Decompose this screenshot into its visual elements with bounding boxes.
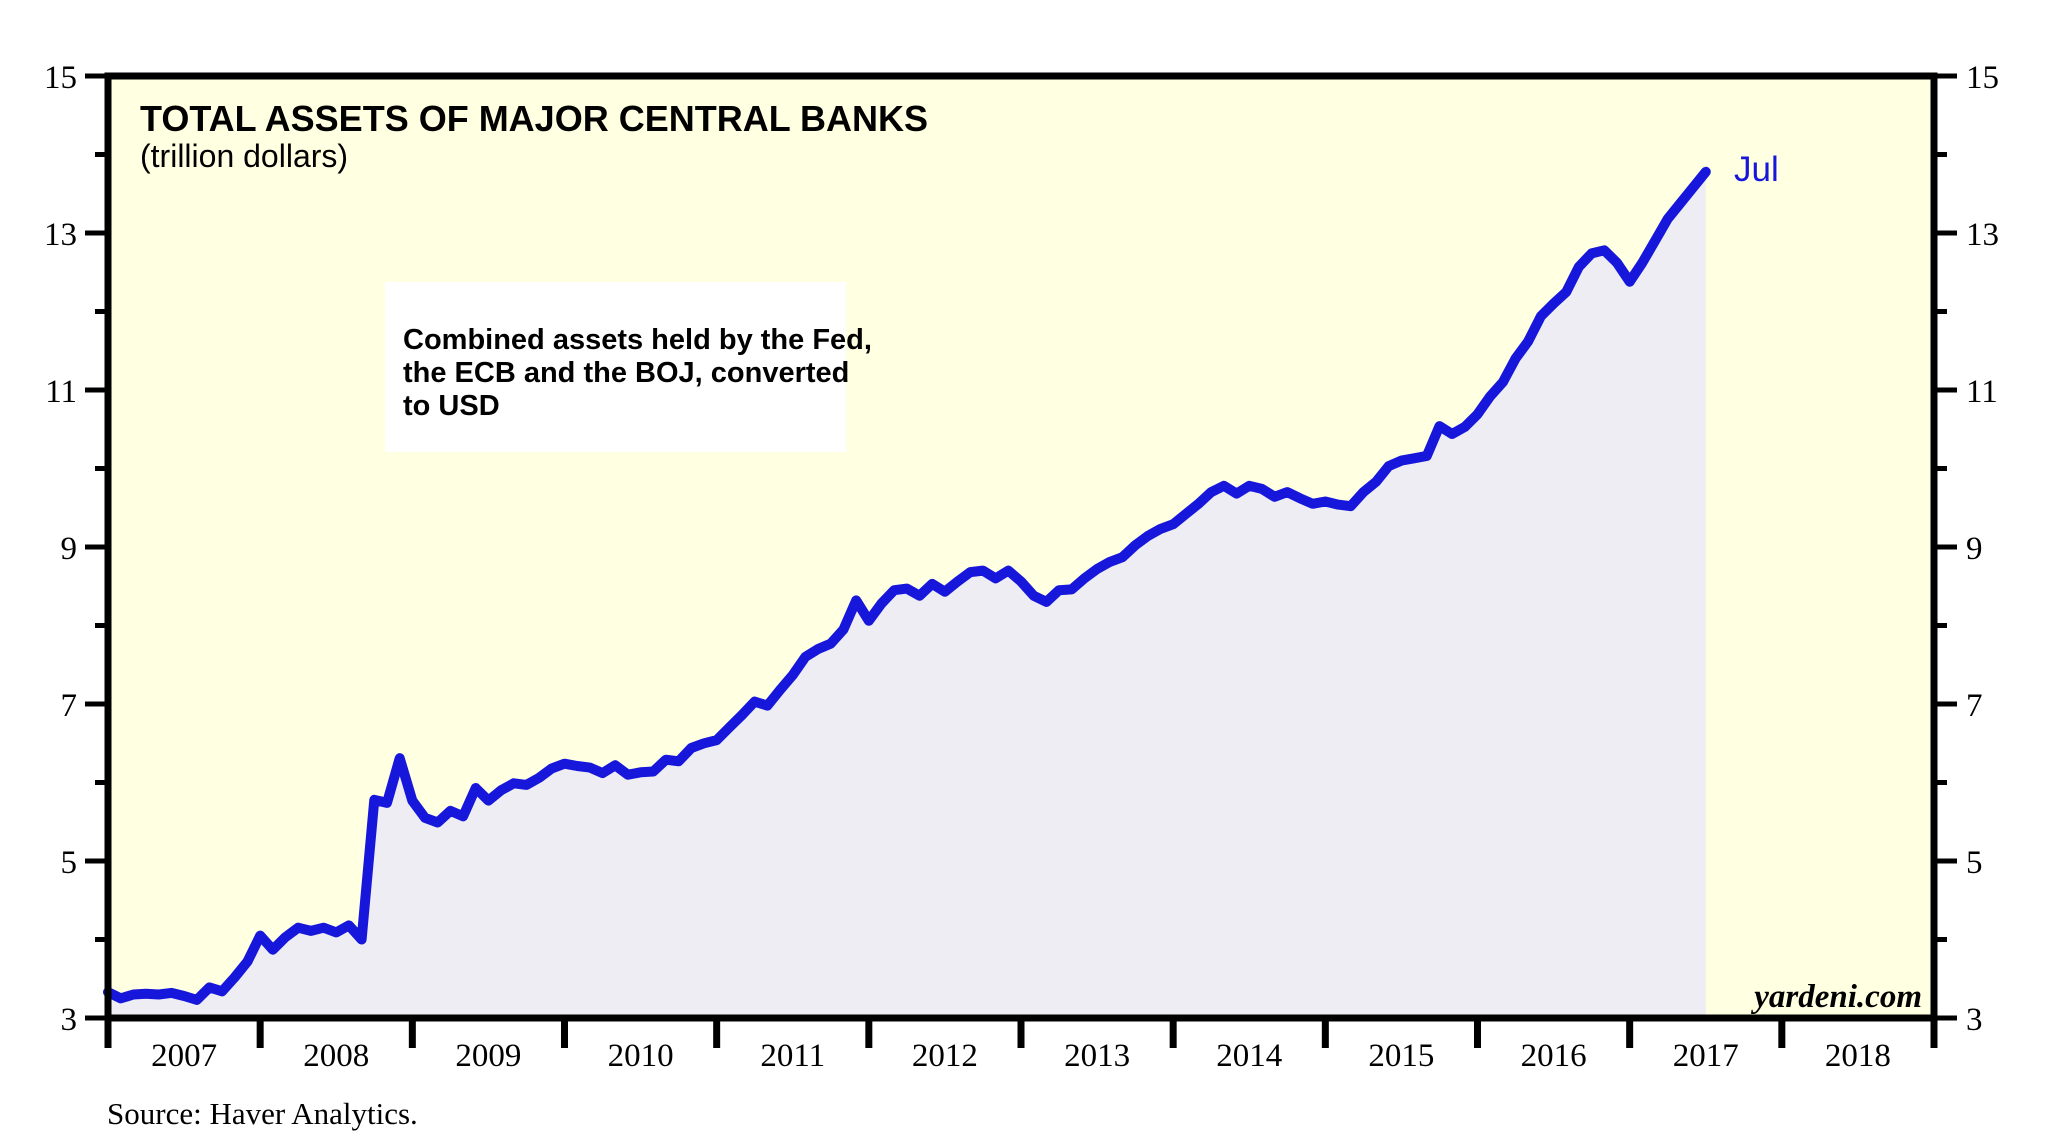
x-axis-year-label: 2015	[1368, 1038, 1434, 1074]
annotation-line: to USD	[403, 390, 500, 422]
y-axis-label-left: 7	[61, 688, 78, 724]
y-axis-label-left: 13	[44, 217, 77, 253]
annotation-box: Combined assets held by the Fed, the ECB…	[385, 282, 872, 452]
y-axis-label-left: 15	[44, 60, 77, 96]
y-axis-label-left: 5	[61, 845, 78, 881]
x-axis-year-label: 2016	[1521, 1038, 1587, 1074]
y-axis-label-right: 7	[1966, 688, 1983, 724]
y-axis-label-right: 15	[1966, 60, 1999, 96]
watermark: yardeni.com	[1754, 979, 1922, 1015]
x-axis-year-label: 2017	[1673, 1038, 1739, 1074]
y-axis-label-left: 11	[45, 374, 77, 410]
chart-subtitle: (trillion dollars)	[140, 138, 349, 174]
last-point-month-label: Jul	[1734, 150, 1779, 189]
y-axis-label-left: 3	[61, 1002, 78, 1038]
data-line	[103, 166, 1711, 1005]
y-axis-label-right: 5	[1966, 845, 1983, 881]
y-axis-label-right: 11	[1966, 374, 1998, 410]
x-axis-year-label: 2008	[303, 1038, 369, 1074]
x-axis-year-label: 2013	[1064, 1038, 1130, 1074]
x-axis-year-label: 2007	[151, 1038, 217, 1074]
x-axis-year-label: 2018	[1825, 1038, 1891, 1074]
y-axis-label-right: 9	[1966, 531, 1983, 567]
x-axis-year-label: 2011	[760, 1038, 825, 1074]
x-axis-year-label: 2010	[608, 1038, 674, 1074]
annotation-line: Combined assets held by the Fed,	[403, 324, 872, 356]
y-axis-label-left: 9	[61, 531, 78, 567]
annotation-line: the ECB and the BOJ, converted	[403, 357, 850, 389]
area-fill	[108, 171, 1706, 1019]
y-axis-label-right: 13	[1966, 217, 1999, 253]
source-note: Source: Haver Analytics.	[107, 1096, 418, 1131]
plot-border	[104, 72, 1938, 1022]
y-axis-label-right: 3	[1966, 1002, 1983, 1038]
chart-title: TOTAL ASSETS OF MAJOR CENTRAL BANKS	[140, 98, 929, 139]
x-axis-year-label: 2012	[912, 1038, 978, 1074]
x-axis-year-label: 2014	[1216, 1038, 1282, 1074]
x-axis-year-label: 2009	[455, 1038, 521, 1074]
